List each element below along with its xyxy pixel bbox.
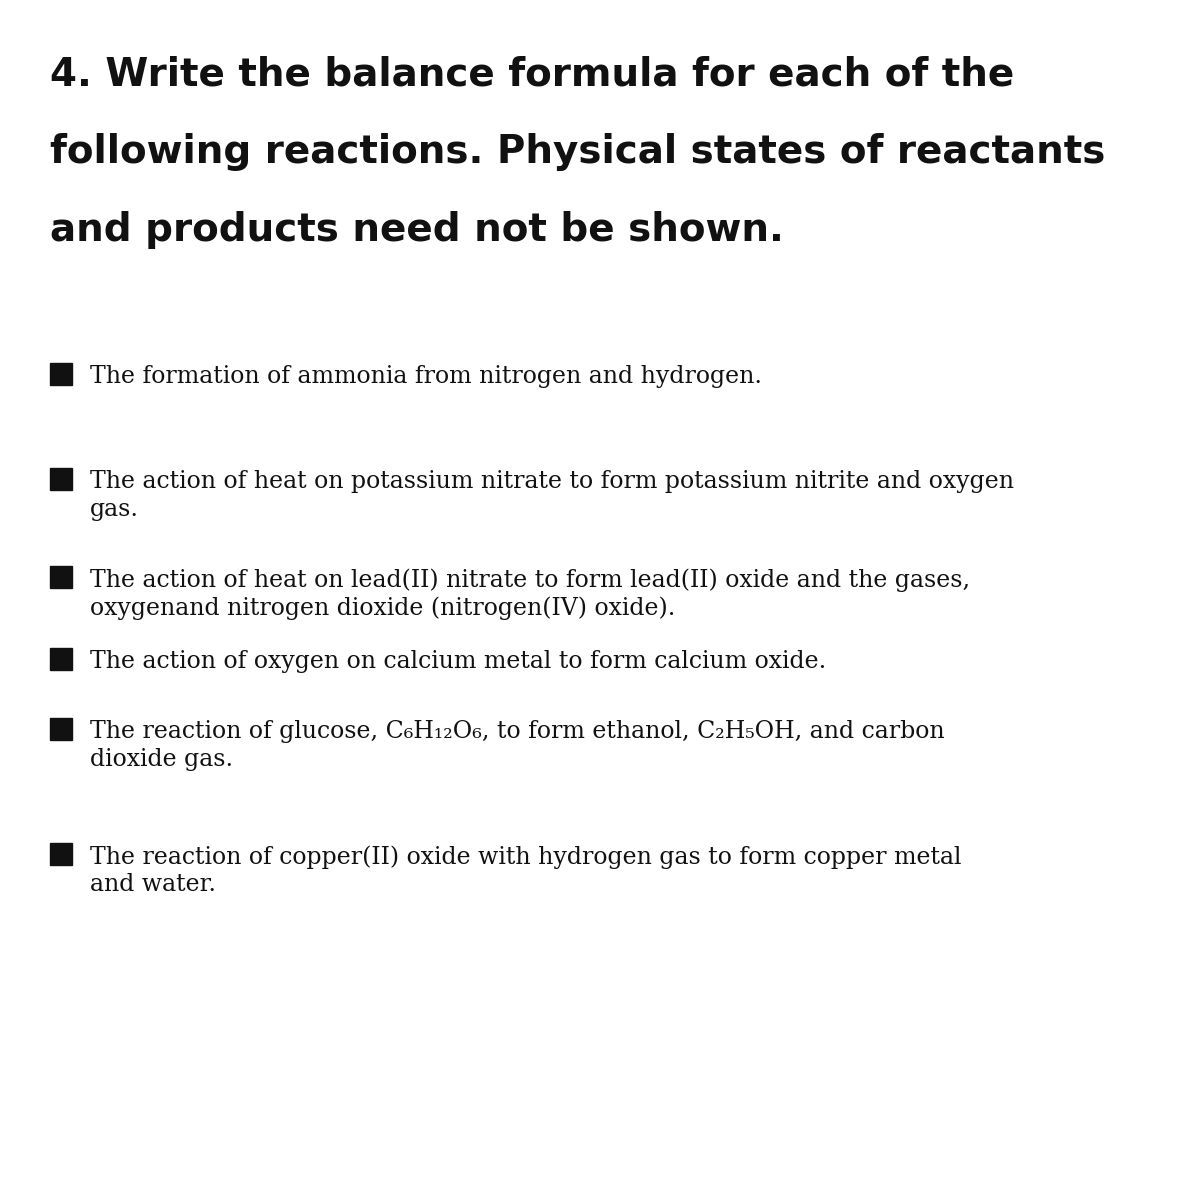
Text: The reaction of glucose, C₆H₁₂O₆, to form ethanol, C₂H₅OH, and carbon: The reaction of glucose, C₆H₁₂O₆, to for…: [90, 720, 944, 743]
Text: The action of heat on potassium nitrate to form potassium nitrite and oxygen: The action of heat on potassium nitrate …: [90, 470, 1014, 493]
Text: 4. Write the balance formula for each of the: 4. Write the balance formula for each of…: [50, 55, 1014, 92]
Bar: [50, 566, 72, 588]
Text: The reaction of copper(II) oxide with hydrogen gas to form copper metal: The reaction of copper(II) oxide with hy…: [90, 845, 961, 869]
Bar: [50, 468, 72, 490]
Text: following reactions. Physical states of reactants: following reactions. Physical states of …: [50, 133, 1105, 170]
Text: and water.: and water.: [90, 874, 216, 896]
Text: oxygenand nitrogen dioxide (nitrogen(IV) oxide).: oxygenand nitrogen dioxide (nitrogen(IV)…: [90, 596, 676, 619]
Bar: [50, 362, 72, 385]
Text: The action of oxygen on calcium metal to form calcium oxide.: The action of oxygen on calcium metal to…: [90, 650, 827, 673]
Text: dioxide gas.: dioxide gas.: [90, 748, 233, 770]
Text: and products need not be shown.: and products need not be shown.: [50, 211, 784, 248]
Text: gas.: gas.: [90, 498, 139, 521]
Text: The action of heat on lead(II) nitrate to form lead(II) oxide and the gases,: The action of heat on lead(II) nitrate t…: [90, 568, 970, 592]
Bar: [50, 718, 72, 740]
Text: The formation of ammonia from nitrogen and hydrogen.: The formation of ammonia from nitrogen a…: [90, 365, 762, 388]
Bar: [50, 842, 72, 865]
Bar: [50, 648, 72, 670]
